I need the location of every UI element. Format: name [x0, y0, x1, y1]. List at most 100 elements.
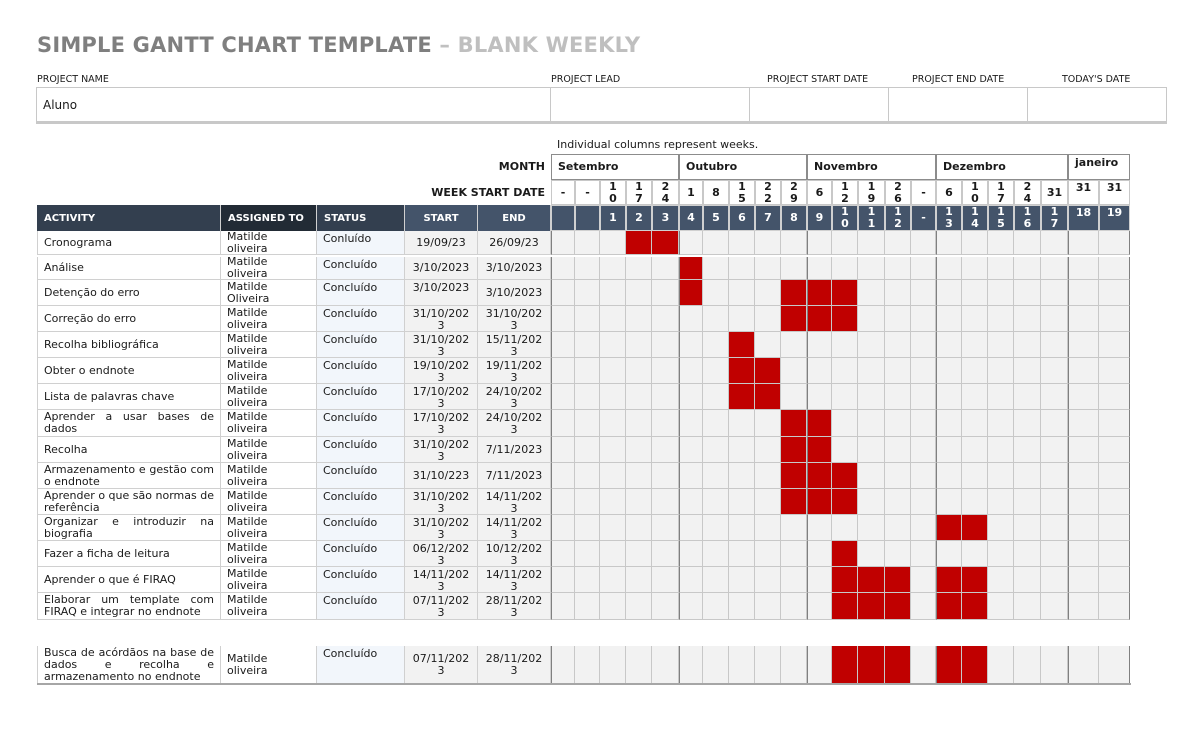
gantt-week-cell[interactable] — [575, 306, 600, 332]
gantt-week-cell[interactable] — [781, 384, 807, 410]
gantt-week-cell[interactable] — [885, 437, 911, 463]
start-date-cell[interactable]: 31/10/202 3 — [405, 489, 478, 515]
gantt-week-cell[interactable] — [885, 489, 911, 515]
gantt-week-cell[interactable] — [551, 306, 575, 332]
gantt-week-cell[interactable] — [1099, 646, 1130, 684]
gantt-week-cell[interactable] — [936, 384, 962, 410]
gantt-week-cell[interactable] — [600, 593, 626, 620]
gantt-week-cell[interactable] — [1099, 257, 1130, 280]
gantt-week-cell[interactable] — [600, 358, 626, 384]
gantt-week-cell[interactable] — [885, 257, 911, 280]
gantt-week-cell[interactable] — [679, 358, 703, 384]
gantt-week-cell[interactable] — [703, 541, 729, 567]
gantt-week-cell[interactable] — [575, 410, 600, 437]
gantt-week-cell[interactable] — [679, 306, 703, 332]
gantt-week-cell[interactable] — [988, 489, 1014, 515]
gantt-week-cell[interactable] — [626, 463, 652, 489]
assigned-to-cell[interactable]: Matilde oliveira — [221, 306, 317, 332]
gantt-week-cell[interactable] — [885, 410, 911, 437]
gantt-week-cell[interactable] — [858, 463, 885, 489]
status-cell[interactable]: Concluído — [317, 463, 405, 489]
assigned-to-cell[interactable]: Matilde oliveira — [221, 257, 317, 280]
gantt-week-cell[interactable] — [600, 231, 626, 255]
gantt-week-cell[interactable] — [807, 646, 832, 684]
gantt-week-cell[interactable] — [703, 410, 729, 437]
gantt-week-cell[interactable] — [911, 410, 936, 437]
gantt-week-cell[interactable] — [962, 231, 988, 255]
gantt-week-cell[interactable] — [1041, 437, 1068, 463]
gantt-bar-cell[interactable] — [807, 306, 832, 332]
gantt-week-cell[interactable] — [962, 358, 988, 384]
gantt-week-cell[interactable] — [1099, 384, 1130, 410]
start-date-cell[interactable]: 17/10/202 3 — [405, 410, 478, 437]
gantt-week-cell[interactable] — [626, 410, 652, 437]
gantt-week-cell[interactable] — [781, 593, 807, 620]
activity-cell[interactable]: Aprender o que é FIRAQ — [37, 567, 221, 593]
start-date-cell[interactable]: 19/10/202 3 — [405, 358, 478, 384]
gantt-week-cell[interactable] — [755, 463, 781, 489]
gantt-bar-cell[interactable] — [936, 646, 962, 684]
gantt-week-cell[interactable] — [1041, 541, 1068, 567]
activity-cell[interactable]: Recolha — [37, 437, 221, 463]
gantt-bar-cell[interactable] — [626, 231, 652, 255]
activity-cell[interactable]: Obter o endnote — [37, 358, 221, 384]
gantt-week-cell[interactable] — [988, 593, 1014, 620]
start-date-cell[interactable]: 3/10/2023 — [405, 280, 478, 306]
gantt-week-cell[interactable] — [1068, 646, 1099, 684]
end-date-cell[interactable]: 24/10/202 3 — [478, 384, 551, 410]
gantt-bar-cell[interactable] — [807, 280, 832, 306]
gantt-bar-cell[interactable] — [858, 646, 885, 684]
gantt-week-cell[interactable] — [1068, 358, 1099, 384]
activity-cell[interactable]: Lista de palavras chave — [37, 384, 221, 410]
gantt-week-cell[interactable] — [679, 384, 703, 410]
gantt-week-cell[interactable] — [1041, 593, 1068, 620]
gantt-week-cell[interactable] — [679, 646, 703, 684]
gantt-week-cell[interactable] — [962, 306, 988, 332]
gantt-week-cell[interactable] — [1041, 358, 1068, 384]
gantt-week-cell[interactable] — [858, 257, 885, 280]
gantt-week-cell[interactable] — [755, 541, 781, 567]
gantt-week-cell[interactable] — [911, 332, 936, 358]
gantt-week-cell[interactable] — [679, 437, 703, 463]
status-cell[interactable]: Concluído — [317, 306, 405, 332]
status-cell[interactable]: Concluído — [317, 410, 405, 437]
project-lead-field[interactable] — [550, 87, 750, 124]
gantt-week-cell[interactable] — [679, 489, 703, 515]
gantt-week-cell[interactable] — [755, 306, 781, 332]
gantt-week-cell[interactable] — [575, 463, 600, 489]
end-date-cell[interactable]: 19/11/202 3 — [478, 358, 551, 384]
gantt-week-cell[interactable] — [551, 541, 575, 567]
gantt-week-cell[interactable] — [807, 567, 832, 593]
gantt-week-cell[interactable] — [1099, 489, 1130, 515]
gantt-week-cell[interactable] — [1068, 567, 1099, 593]
gantt-week-cell[interactable] — [703, 593, 729, 620]
gantt-week-cell[interactable] — [551, 463, 575, 489]
gantt-week-cell[interactable] — [551, 567, 575, 593]
gantt-week-cell[interactable] — [885, 384, 911, 410]
gantt-week-cell[interactable] — [551, 384, 575, 410]
activity-cell[interactable]: Detenção do erro — [37, 280, 221, 306]
gantt-week-cell[interactable] — [703, 257, 729, 280]
gantt-week-cell[interactable] — [652, 306, 679, 332]
status-cell[interactable]: Concluído — [317, 489, 405, 515]
gantt-week-cell[interactable] — [755, 489, 781, 515]
gantt-week-cell[interactable] — [1068, 280, 1099, 306]
gantt-week-cell[interactable] — [600, 646, 626, 684]
gantt-week-cell[interactable] — [1014, 306, 1041, 332]
gantt-week-cell[interactable] — [962, 332, 988, 358]
gantt-bar-cell[interactable] — [885, 593, 911, 620]
gantt-week-cell[interactable] — [1014, 257, 1041, 280]
gantt-week-cell[interactable] — [652, 332, 679, 358]
gantt-week-cell[interactable] — [1099, 231, 1130, 255]
gantt-week-cell[interactable] — [551, 332, 575, 358]
start-date-cell[interactable]: 17/10/202 3 — [405, 384, 478, 410]
gantt-week-cell[interactable] — [988, 332, 1014, 358]
gantt-week-cell[interactable] — [988, 384, 1014, 410]
gantt-week-cell[interactable] — [626, 593, 652, 620]
gantt-week-cell[interactable] — [729, 541, 755, 567]
status-cell[interactable]: Concluído — [317, 593, 405, 620]
gantt-week-cell[interactable] — [1041, 257, 1068, 280]
gantt-week-cell[interactable] — [652, 410, 679, 437]
activity-cell[interactable]: Aprender o que são normas de referência — [37, 489, 221, 515]
gantt-week-cell[interactable] — [911, 231, 936, 255]
